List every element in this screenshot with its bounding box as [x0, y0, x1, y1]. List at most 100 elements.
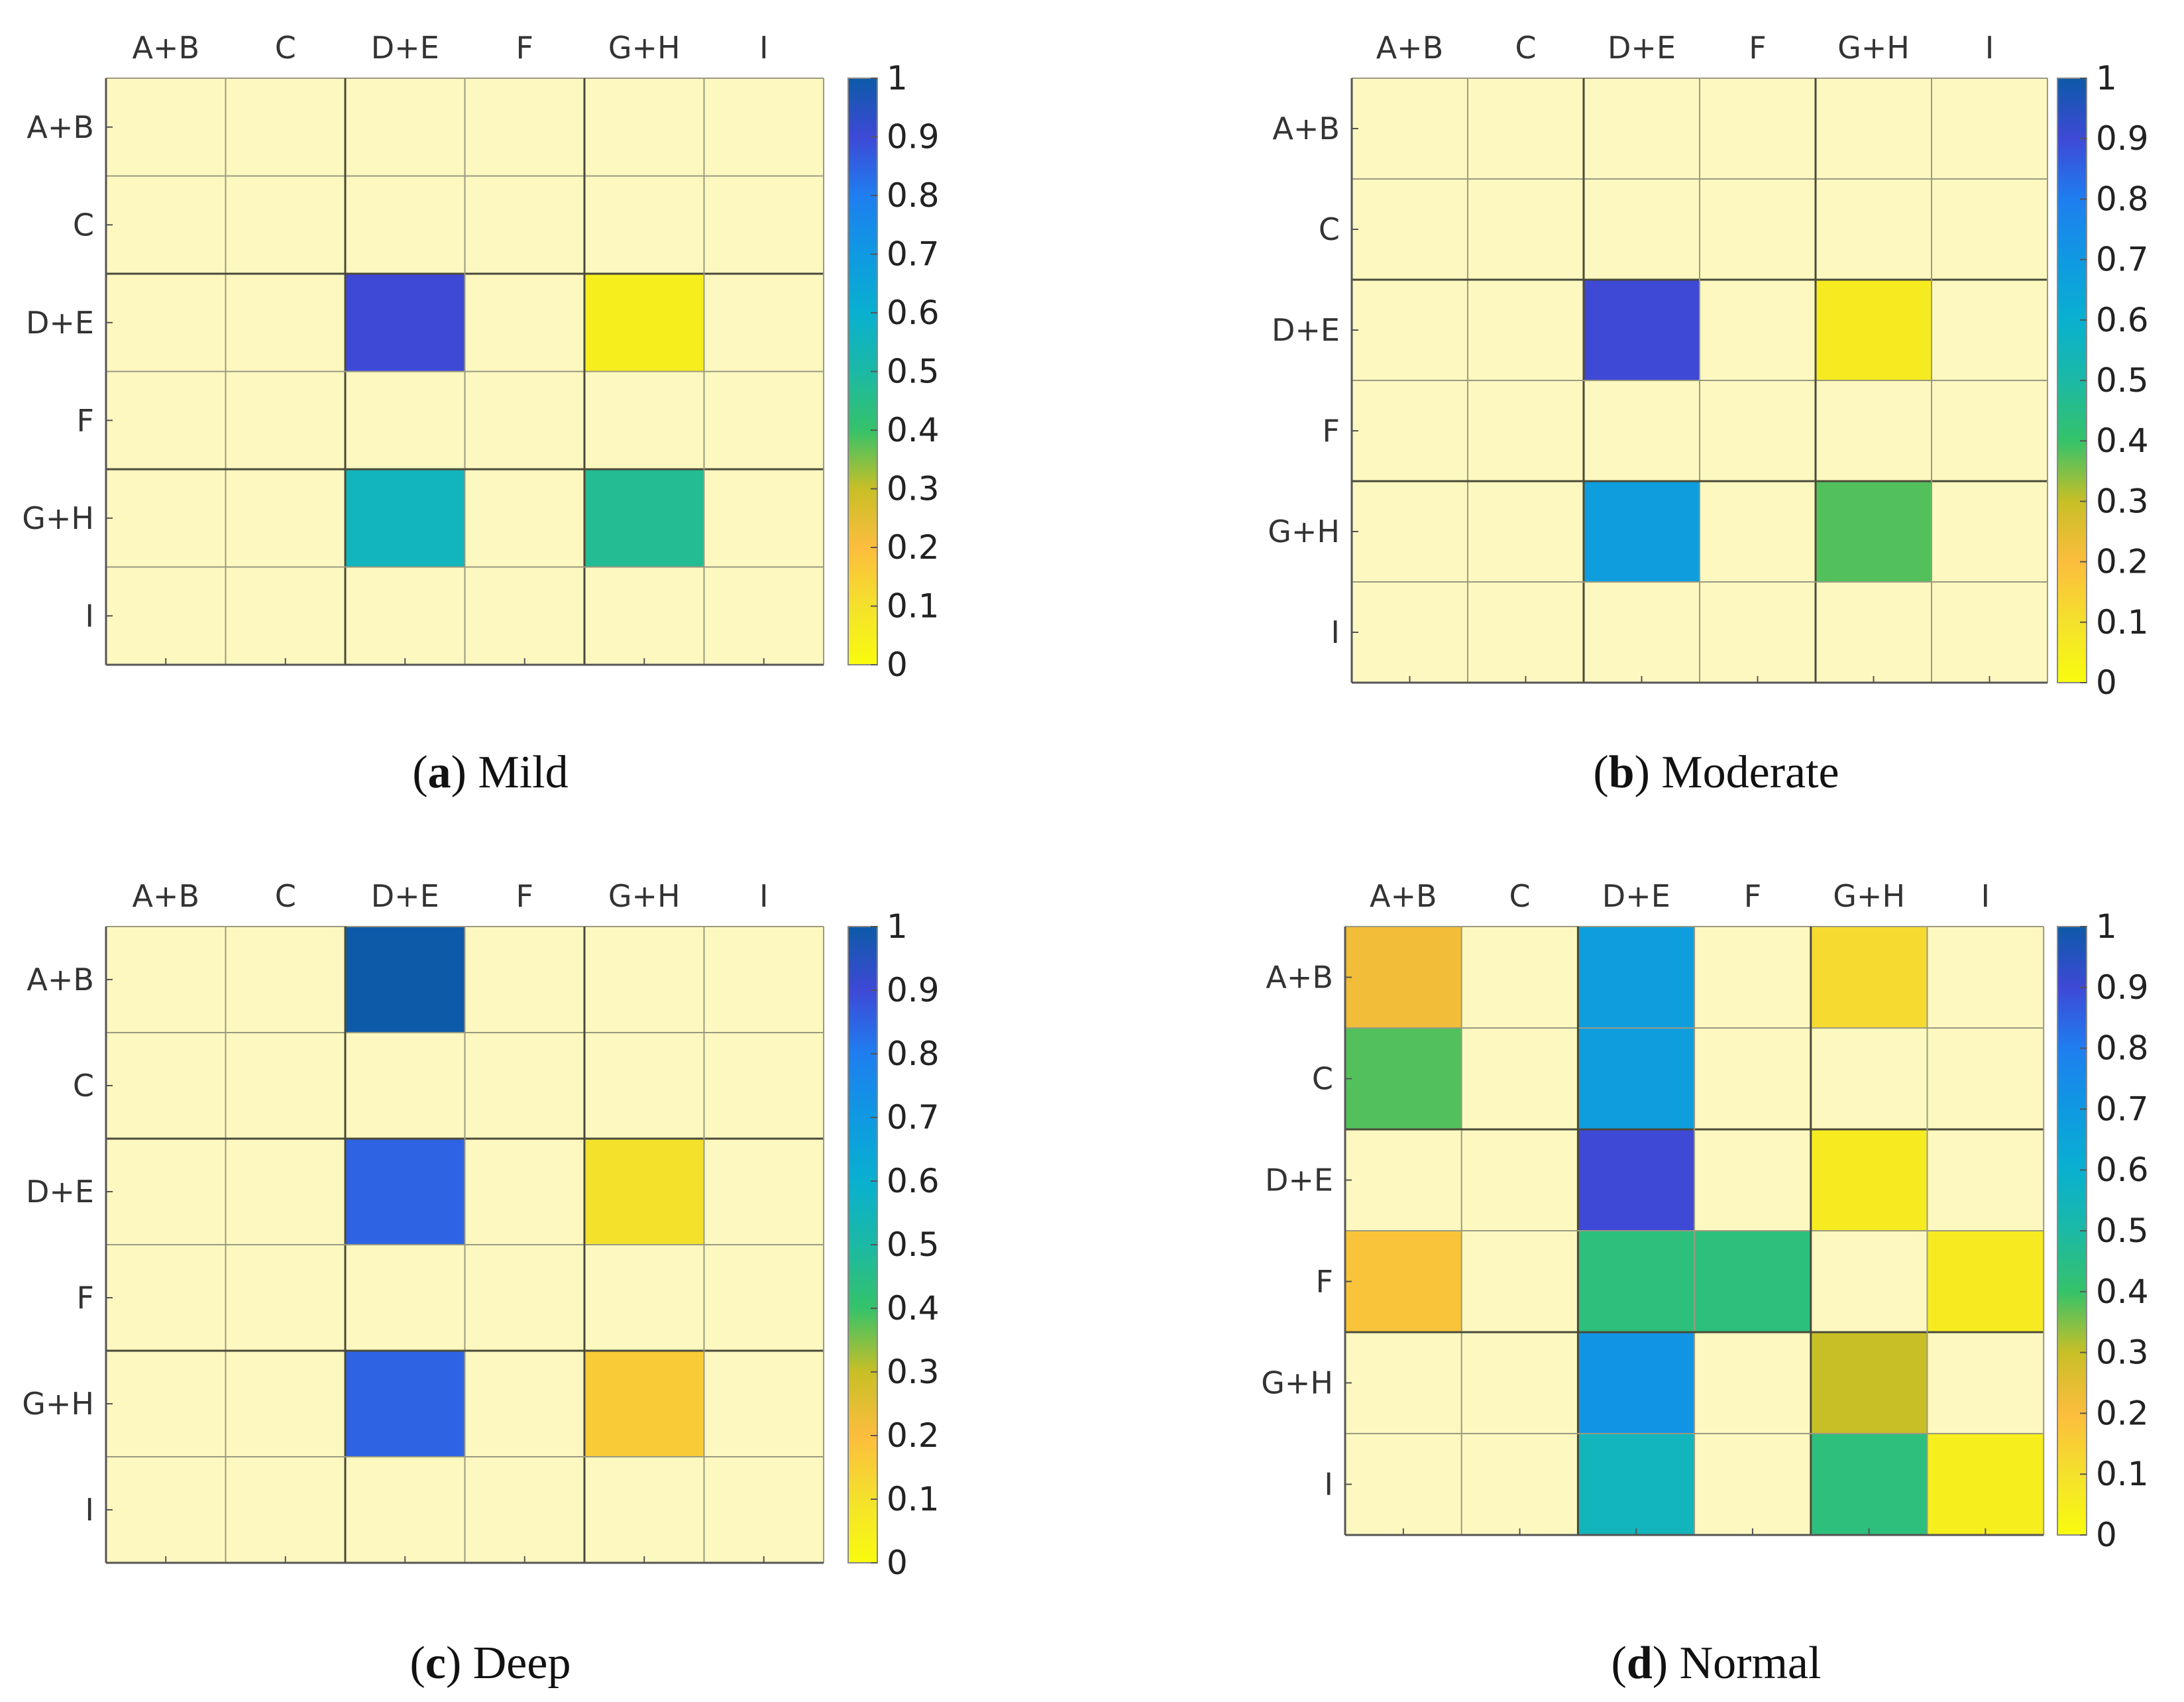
- colorbar-tick-label: 0.9: [2096, 119, 2149, 158]
- heatmap-cell-r5-c4: [584, 567, 704, 665]
- colorbar-tick-label: 0.9: [2096, 968, 2149, 1007]
- colorbar-tick-label: 0.8: [2096, 180, 2149, 218]
- y-tick-label: F: [77, 1280, 94, 1316]
- y-tick-label: G+H: [1261, 1365, 1333, 1401]
- heatmap-cell-r3-c1: [225, 371, 345, 469]
- heatmap-cell-r4-c3: [1700, 481, 1816, 582]
- heatmap-cell-r1-c4: [584, 176, 704, 274]
- heatmap-cell-r5-c1: [1468, 582, 1584, 683]
- heatmap-cell-r3-c0: [1345, 1231, 1462, 1332]
- heatmap-cell-r0-c2: [1578, 927, 1695, 1028]
- heatmap-cell-r0-c1: [225, 78, 345, 176]
- heatmap-cell-r1-c1: [225, 176, 345, 274]
- heatmap-cell-r4-c3: [1694, 1332, 1811, 1434]
- heatmap-cell-r4-c4: [1816, 481, 1932, 582]
- colorbar-tick-label: 0.7: [2096, 1090, 2149, 1128]
- y-tick-label: I: [1331, 614, 1340, 650]
- heatmap-cell-r4-c1: [225, 469, 345, 567]
- heatmap-cell-r4-c4: [1810, 1332, 1928, 1434]
- heatmap-cell-r0-c0: [106, 78, 226, 176]
- heatmap-cell-r2-c5: [704, 1139, 824, 1245]
- y-tick-label: D+E: [1272, 312, 1340, 348]
- colorbar-tick-label: 0.6: [887, 1162, 940, 1200]
- colorbar: [847, 926, 878, 1563]
- y-tick-label: I: [85, 1492, 94, 1528]
- caption-paren-open: (: [412, 747, 427, 798]
- x-tick-label: C: [275, 30, 296, 66]
- x-tick-label: C: [1509, 878, 1530, 914]
- heatmap-cell-r5-c2: [345, 567, 465, 665]
- x-tick-label: I: [1985, 30, 1994, 66]
- heatmap-cell-r5-c3: [464, 567, 584, 665]
- heatmap-cell-r4-c1: [1461, 1332, 1578, 1434]
- heatmap-cell-r3-c3: [464, 371, 584, 469]
- heatmap-cell-r3-c2: [345, 371, 465, 469]
- heatmap-cell-r0-c2: [345, 78, 465, 176]
- x-tick-label: F: [1744, 878, 1761, 914]
- x-tick-label: A+B: [1376, 30, 1444, 66]
- caption-letter: b: [1609, 747, 1635, 798]
- y-tick-label: A+B: [27, 109, 94, 145]
- colorbar-tick-label: 0: [2096, 1516, 2117, 1554]
- x-tick-label: F: [516, 30, 533, 66]
- heatmap-cell-r4-c3: [464, 1351, 584, 1457]
- heatmap-cell-r1-c5: [1932, 179, 2048, 280]
- colorbar-tick-label: 0.2: [887, 528, 940, 567]
- heatmap-cell-r3-c0: [106, 1245, 226, 1351]
- colorbar-tick-label: 0.3: [2096, 1333, 2149, 1372]
- panel-caption: (a) Mild: [412, 747, 568, 798]
- heatmap-cell-r0-c1: [1461, 927, 1578, 1028]
- colorbar-tick-label: 1: [887, 59, 908, 97]
- colorbar-tick-label: 0.7: [887, 235, 940, 274]
- heatmap-cell-r3-c5: [1927, 1231, 2044, 1332]
- colorbar-tick-label: 0.5: [2096, 1212, 2149, 1250]
- y-tick-label: A+B: [1272, 111, 1340, 146]
- heatmap-panel-d: A+B C D+E F G+H I A+B C D+E F G+H I 0 0.1 0.2 0.3 0.4 0.5…: [1261, 878, 2148, 1689]
- panels-root: A+B C D+E F G+H I A+B C D+E F G+H I 0 0.1 0.2 0.3 0.4 0.5…: [22, 30, 2148, 1689]
- x-tick-label: F: [516, 878, 533, 914]
- caption-letter: a: [428, 747, 451, 798]
- y-tick-label: C: [73, 207, 94, 243]
- heatmap-cell-r3-c5: [704, 1245, 824, 1351]
- heatmap-cell-r5-c0: [1352, 582, 1468, 683]
- x-tick-label: I: [759, 878, 769, 914]
- heatmap-cell-r1-c2: [1578, 1028, 1695, 1129]
- heatmap-cell-r1-c1: [225, 1033, 345, 1139]
- heatmap-cell-r2-c0: [1352, 280, 1468, 380]
- heatmap-cell-r4-c5: [704, 469, 824, 567]
- caption-letter: c: [425, 1638, 446, 1689]
- colorbar-tick-label: 0.6: [2096, 301, 2149, 339]
- heatmap-cell-r2-c1: [1461, 1129, 1578, 1231]
- heatmap-cell-r5-c0: [1345, 1434, 1462, 1535]
- heatmap-cell-r2-c4: [1816, 280, 1932, 380]
- y-tick-label: I: [85, 598, 94, 634]
- heatmap-cell-r0-c4: [1810, 927, 1928, 1028]
- heatmap-cell-r0-c1: [225, 927, 345, 1033]
- heatmap-panel-c: A+B C D+E F G+H I A+B C D+E F G+H I 0 0.1 0.2 0.3 0.4 0.5…: [22, 878, 939, 1689]
- heatmap-cell-r1-c3: [1694, 1028, 1811, 1129]
- y-tick-label: C: [1319, 211, 1340, 247]
- colorbar-tick-label: 0.8: [2096, 1029, 2149, 1068]
- heatmap-cell-r5-c1: [225, 567, 345, 665]
- y-tick-label: D+E: [26, 1174, 94, 1210]
- heatmap-cell-r0-c3: [464, 927, 584, 1033]
- heatmap-cell-r5-c0: [106, 1457, 226, 1563]
- heatmap-cell-r1-c5: [704, 1033, 824, 1139]
- y-tick-label: F: [1316, 1264, 1333, 1300]
- x-tick-label: A+B: [1370, 878, 1437, 914]
- heatmap-cell-r0-c0: [1352, 78, 1468, 179]
- colorbar-tick-label: 1: [2096, 907, 2117, 946]
- heatmap-cell-r1-c2: [345, 176, 465, 274]
- heatmap-cell-r0-c3: [1700, 78, 1816, 179]
- heatmap-cell-r5-c3: [464, 1457, 584, 1563]
- colorbar-tick-label: 0.8: [887, 1035, 940, 1073]
- heatmap-cell-r3-c2: [1584, 380, 1700, 481]
- heatmap-cell-r3-c0: [106, 371, 226, 469]
- heatmap-panel-a: A+B C D+E F G+H I A+B C D+E F G+H I 0 0.1 0.2 0.3 0.4 0.5…: [22, 30, 939, 798]
- heatmap-cell-r2-c4: [584, 274, 704, 372]
- caption-paren-close: ): [1653, 1638, 1680, 1689]
- colorbar-tick-label: 0.5: [2096, 361, 2149, 400]
- heatmap-cell-r3-c5: [704, 371, 824, 469]
- heatmap-cell-r2-c4: [584, 1139, 704, 1245]
- y-tick-label: D+E: [1265, 1163, 1333, 1198]
